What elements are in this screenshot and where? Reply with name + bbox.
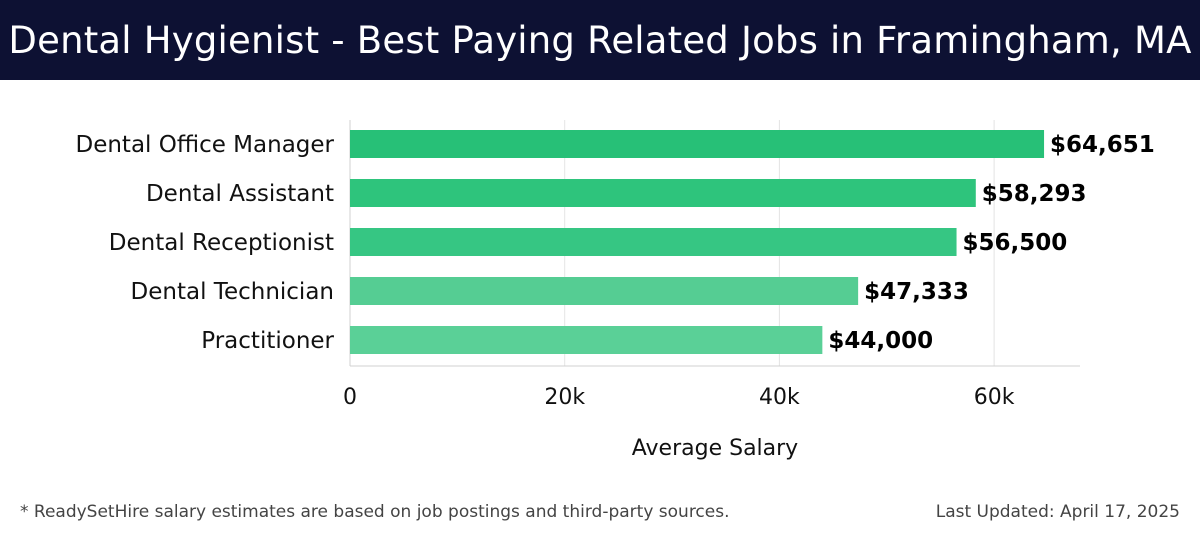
- category-label-4: Practitioner: [201, 328, 334, 354]
- value-label-3: $47,333: [864, 279, 969, 305]
- chart-header: Dental Hygienist - Best Paying Related J…: [0, 0, 1200, 80]
- footnote: * ReadySetHire salary estimates are base…: [20, 502, 730, 522]
- category-label-1: Dental Assistant: [146, 181, 334, 207]
- x-tick-label-1: 20k: [544, 385, 585, 410]
- category-label-2: Dental Receptionist: [109, 230, 334, 256]
- category-label-3: Dental Technician: [131, 279, 334, 305]
- x-axis-label: Average Salary: [632, 436, 798, 461]
- category-label-0: Dental Office Manager: [75, 132, 334, 158]
- salary-bar-chart: Dental Office Manager $64,651 Dental Assis…: [75, 120, 1155, 461]
- value-label-2: $56,500: [963, 230, 1068, 256]
- value-label-4: $44,000: [828, 328, 933, 354]
- x-tick-label-0: 0: [343, 385, 357, 410]
- bar-0: [350, 130, 1045, 158]
- bar-2: [350, 228, 957, 256]
- bar-4: [350, 326, 823, 354]
- x-tick-label-2: 40k: [759, 385, 800, 410]
- x-tick-label-3: 60k: [974, 385, 1015, 410]
- last-updated: Last Updated: April 17, 2025: [935, 502, 1180, 522]
- bar-3: [350, 277, 859, 305]
- chart-title: Dental Hygienist - Best Paying Related J…: [8, 18, 1192, 62]
- value-label-0: $64,651: [1050, 132, 1155, 158]
- value-label-1: $58,293: [982, 181, 1087, 207]
- bar-1: [350, 179, 976, 207]
